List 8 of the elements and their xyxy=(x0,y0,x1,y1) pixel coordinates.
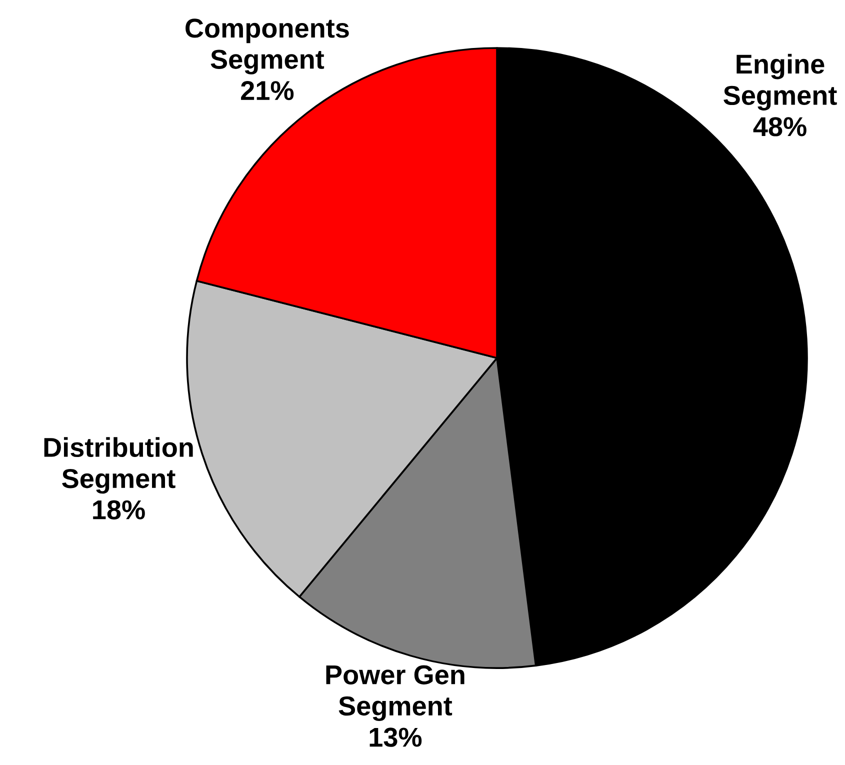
slice-label: Engine Segment xyxy=(724,54,837,110)
data-label: 48% xyxy=(753,117,806,136)
slice-label: Power Gen Segment xyxy=(326,665,464,722)
slice-label: Distribution Segment xyxy=(44,437,193,494)
data-label: 13% xyxy=(370,728,422,747)
slice-label: Components Segment xyxy=(186,18,349,74)
data-label: 21% xyxy=(241,81,294,100)
data-label: 18% xyxy=(93,500,145,520)
